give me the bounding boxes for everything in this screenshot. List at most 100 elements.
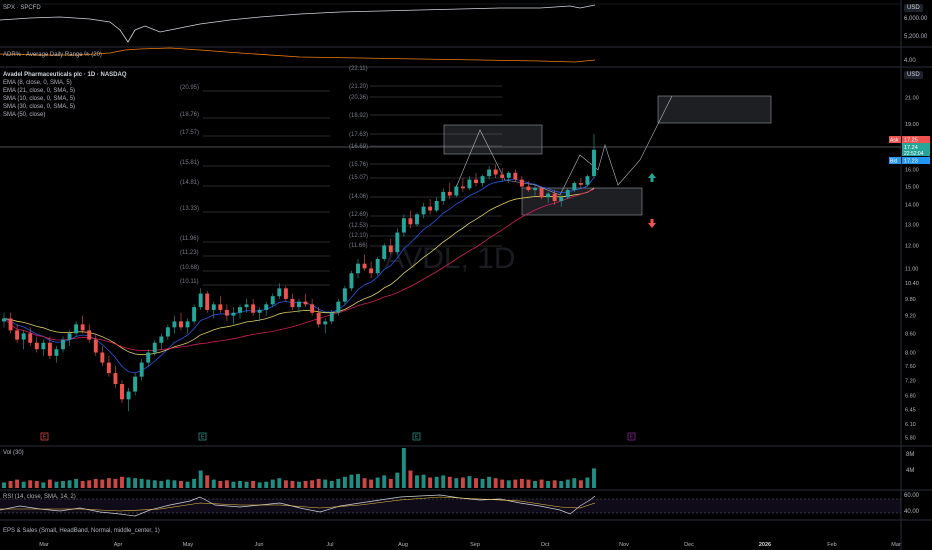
sma30-line: [3, 188, 595, 352]
volume-bar: [41, 482, 46, 488]
indicator-sma30[interactable]: SMA (30, close, 0, SMA, 5): [3, 104, 76, 110]
rsi-tick-40: 40.00: [904, 509, 920, 515]
projection-path: [454, 95, 673, 196]
candle-body: [34, 342, 39, 350]
volume-bar: [329, 481, 334, 488]
time-tick-label: Feb: [827, 542, 836, 548]
rsi-tick-60: 60.00: [904, 493, 920, 499]
time-axis[interactable]: Mar Apr May Jun Jul Aug Sep Oct Nov Dec 2026 Feb Mar: [39, 542, 901, 548]
candle-body: [47, 342, 52, 356]
candle-body: [87, 330, 92, 340]
volume-bar: [8, 481, 13, 488]
earnings-markers: [40, 432, 636, 441]
fib-level-label: (13.33): [180, 206, 200, 212]
candle-body: [283, 288, 288, 299]
candle-body: [447, 191, 452, 196]
main-currency[interactable]: USD: [904, 71, 923, 79]
volume-bar: [15, 479, 20, 488]
eps-label: EPS & Sales (Small, HeadBand, Normal, mi…: [3, 528, 160, 534]
volume-bar: [297, 481, 301, 488]
time-tick-label: Mar: [39, 542, 49, 548]
volume-bar: [270, 479, 275, 488]
price-tick-label: 16.00: [905, 168, 919, 174]
candle-body: [415, 214, 419, 225]
candle-body: [316, 312, 321, 325]
candle-body: [342, 288, 347, 302]
fib-level-label: (17.57): [180, 130, 200, 136]
volume-bar: [67, 480, 72, 488]
candle-body: [159, 336, 164, 343]
price-tick-label: 9.20: [905, 314, 916, 320]
indicator-ema8[interactable]: EMA (8, close, 0, SMA, 5): [3, 80, 72, 86]
volume-bar: [513, 479, 518, 488]
adr-tick: 4.00: [904, 58, 916, 64]
volume-bar: [375, 477, 380, 488]
volume-bar: [192, 478, 197, 488]
watermark: AVDL, 1D: [384, 242, 515, 275]
candle-body: [67, 333, 72, 340]
volume-bar: [120, 476, 124, 488]
indicator-ema21[interactable]: EMA (21, close, 0, SMA, 5): [3, 88, 76, 94]
candle-body: [100, 352, 105, 363]
ask-tag-bg: [889, 136, 901, 143]
price-tick-label: 6.45: [905, 407, 916, 413]
time-tick-label: Aug: [398, 542, 408, 548]
fib-level-label: (11.66): [349, 243, 368, 249]
down-arrow-icon: [648, 219, 656, 228]
target-zone-box[interactable]: [443, 124, 543, 155]
bar-countdown: 22:52:04: [904, 151, 924, 157]
price-tick-label: 10.40: [905, 281, 919, 287]
volume-bar: [257, 482, 262, 488]
candle-body: [231, 312, 236, 316]
volume-bar: [172, 480, 177, 488]
fib-level-label: (15.76): [349, 162, 369, 168]
spx-tick-2: 5,200.00: [904, 34, 928, 40]
volume-bar: [113, 478, 118, 488]
candle-body: [559, 197, 564, 202]
candle-body: [21, 333, 26, 340]
indicator-sma50[interactable]: SMA (50, close): [3, 112, 46, 118]
target-zone-box[interactable]: [657, 95, 772, 124]
volume-bar: [47, 479, 52, 488]
fib-level-label: (17.63): [349, 132, 369, 138]
last-price: 17.24: [904, 145, 918, 151]
candle-body: [192, 307, 197, 322]
candle-body: [251, 304, 256, 313]
fib-level-label: (11.23): [180, 250, 199, 256]
fib-level-label: (15.07): [349, 175, 369, 181]
symbol-title[interactable]: Avadel Pharmaceuticals plc · 1D · NASDAQ: [3, 72, 127, 78]
spx-currency[interactable]: USD: [904, 4, 923, 12]
fib-level-label: (12.53): [349, 223, 369, 229]
candle-body: [54, 349, 59, 356]
volume-bar: [231, 481, 236, 488]
volume-bar: [342, 476, 347, 488]
volume-bar: [474, 478, 478, 488]
candle-body: [310, 304, 315, 313]
last-price-bg: [902, 143, 930, 156]
indicator-sma10[interactable]: SMA (10, close, 0, SMA, 5): [3, 96, 76, 102]
volume-bar: [290, 481, 295, 488]
volume-bar: [310, 480, 315, 488]
rsi-label: RSI (14, close, SMA, 14, 2): [3, 494, 76, 500]
price-tick-label: 11.00: [905, 266, 918, 272]
volume-tick-8m: 8M: [906, 452, 915, 458]
candle-body: [441, 191, 446, 202]
time-tick-label: 2026: [759, 542, 771, 548]
price-tick-label: 14.00: [905, 203, 919, 209]
candle-body: [165, 327, 170, 337]
candle-body: [480, 176, 485, 184]
volume-bar: [80, 481, 85, 488]
candle-body: [297, 301, 301, 308]
candle-body: [454, 186, 459, 196]
candle-body: [80, 324, 85, 331]
candle-body: [421, 206, 426, 215]
volume-bar: [441, 475, 446, 488]
candle-body: [28, 333, 33, 343]
candle-body: [401, 218, 406, 233]
volume-bar: [428, 477, 433, 488]
volume-bar: [211, 479, 216, 488]
volume-bars: [2, 448, 596, 488]
